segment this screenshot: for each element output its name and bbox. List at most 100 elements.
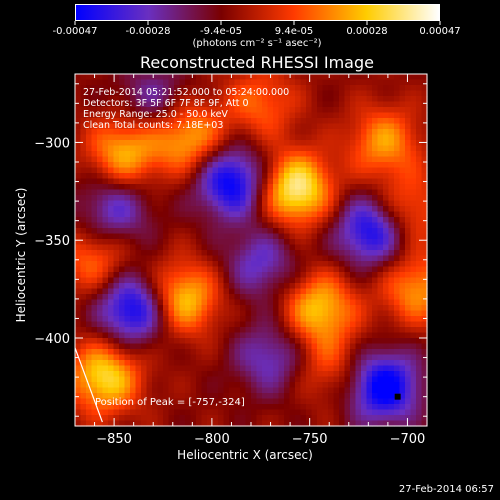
heatmap-cell (361, 327, 368, 334)
heatmap-cell (361, 398, 368, 405)
heatmap-cell (262, 140, 269, 147)
heatmap-cell (130, 129, 137, 136)
heatmap-cell (102, 316, 109, 323)
heatmap-cell (113, 90, 120, 97)
heatmap-cell (86, 178, 93, 185)
heatmap-cell (135, 283, 142, 290)
heatmap-cell (163, 272, 170, 279)
heatmap-cell (361, 316, 368, 323)
heatmap-cell (223, 393, 230, 400)
heatmap-cell (201, 261, 208, 268)
heatmap-cell (344, 228, 351, 235)
heatmap-cell (141, 211, 148, 218)
heatmap-cell (339, 206, 346, 213)
heatmap-cell (97, 156, 104, 163)
heatmap-cell (372, 79, 379, 86)
heatmap-cell (284, 85, 291, 92)
heatmap-cell (399, 415, 406, 422)
heatmap-cell (207, 228, 214, 235)
heatmap-cell (174, 354, 181, 361)
heatmap-cell (80, 129, 87, 136)
heatmap-cell (97, 233, 104, 240)
heatmap-cell (267, 305, 274, 312)
heatmap-cell (157, 382, 164, 389)
heatmap-cell (146, 96, 153, 103)
heatmap-cell (240, 156, 247, 163)
heatmap-cell (201, 96, 208, 103)
heatmap-cell (135, 123, 142, 130)
heatmap-cell (141, 382, 148, 389)
heatmap-cell (383, 107, 390, 114)
heatmap-cell (86, 255, 93, 262)
heatmap-cell (278, 222, 285, 229)
heatmap-cell (405, 288, 412, 295)
heatmap-cell (410, 266, 417, 273)
heatmap-cell (80, 107, 87, 114)
heatmap-cell (130, 250, 137, 257)
heatmap-cell (245, 277, 252, 284)
heatmap-cell (223, 343, 230, 350)
heatmap-cell (372, 239, 379, 246)
heatmap-cell (234, 74, 241, 81)
heatmap-cell (262, 85, 269, 92)
heatmap-cell (234, 349, 241, 356)
heatmap-cell (86, 239, 93, 246)
heatmap-cell (135, 112, 142, 119)
heatmap-cell (124, 404, 131, 411)
heatmap-cell (185, 255, 192, 262)
heatmap-cell (174, 382, 181, 389)
heatmap-cell (190, 404, 197, 411)
heatmap-cell (372, 365, 379, 372)
heatmap-cell (289, 173, 296, 180)
heatmap-cell (377, 261, 384, 268)
heatmap-cell (190, 250, 197, 257)
heatmap-cell (251, 327, 258, 334)
heatmap-cell (344, 74, 351, 81)
heatmap-cell (223, 90, 230, 97)
heatmap-cell (317, 200, 324, 207)
heatmap-cell (163, 316, 170, 323)
heatmap-cell (355, 140, 362, 147)
heatmap-cell (157, 338, 164, 345)
heatmap-cell (240, 107, 247, 114)
heatmap-cell (284, 173, 291, 180)
heatmap-cell (251, 162, 258, 169)
heatmap-cell (179, 354, 186, 361)
heatmap-cell (240, 343, 247, 350)
heatmap-cell (75, 118, 82, 125)
heatmap-cell (146, 283, 153, 290)
heatmap-cell (240, 349, 247, 356)
heatmap-cell (289, 151, 296, 158)
heatmap-cell (108, 360, 115, 367)
heatmap-cell (91, 90, 98, 97)
heatmap-cell (108, 101, 115, 108)
heatmap-cell (119, 96, 126, 103)
heatmap-cell (394, 79, 401, 86)
heatmap-cell (163, 409, 170, 416)
heatmap-cell (322, 387, 329, 394)
heatmap-cell (223, 376, 230, 383)
heatmap-cell (157, 167, 164, 174)
heatmap-cell (405, 123, 412, 130)
heatmap-cell (300, 79, 307, 86)
heatmap-cell (146, 107, 153, 114)
heatmap-cell (157, 294, 164, 301)
heatmap-cell (190, 189, 197, 196)
heatmap-cell (361, 409, 368, 416)
heatmap-cell (416, 134, 423, 141)
heatmap-cell (207, 178, 214, 185)
heatmap-cell (185, 349, 192, 356)
heatmap-cell (80, 288, 87, 295)
heatmap-cell (366, 316, 373, 323)
heatmap-cell (157, 360, 164, 367)
heatmap-cell (267, 354, 274, 361)
heatmap-cell (141, 189, 148, 196)
heatmap-cell (190, 107, 197, 114)
heatmap-cell (317, 244, 324, 251)
heatmap-cell (201, 321, 208, 328)
heatmap-cell (295, 415, 302, 422)
heatmap-cell (267, 382, 274, 389)
heatmap-cell (179, 360, 186, 367)
heatmap-cell (416, 162, 423, 169)
heatmap-cell (344, 305, 351, 312)
